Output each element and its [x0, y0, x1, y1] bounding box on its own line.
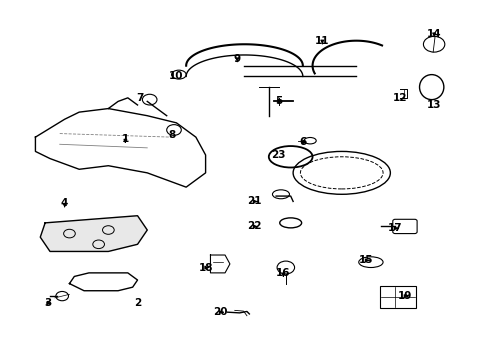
Text: 4: 4 — [61, 198, 68, 208]
Text: 1: 1 — [122, 134, 129, 144]
Text: 21: 21 — [246, 197, 261, 206]
Text: 7: 7 — [136, 93, 143, 103]
Text: 8: 8 — [167, 130, 175, 140]
Text: 13: 13 — [426, 100, 441, 110]
Text: 18: 18 — [198, 262, 212, 273]
Text: 12: 12 — [392, 93, 407, 103]
Text: 14: 14 — [426, 28, 441, 39]
Text: 11: 11 — [314, 36, 329, 46]
Text: 5: 5 — [274, 96, 282, 107]
Polygon shape — [40, 216, 147, 251]
Text: 23: 23 — [271, 150, 285, 160]
Text: 19: 19 — [397, 291, 411, 301]
Text: 9: 9 — [233, 54, 240, 64]
Text: 17: 17 — [387, 223, 402, 233]
Text: 15: 15 — [358, 255, 372, 265]
Text: 10: 10 — [169, 71, 183, 81]
Text: 6: 6 — [299, 138, 306, 148]
Text: 2: 2 — [134, 298, 141, 308]
Text: 22: 22 — [246, 221, 261, 231]
Text: 16: 16 — [276, 268, 290, 278]
Text: 3: 3 — [44, 298, 51, 308]
Text: 20: 20 — [212, 307, 227, 317]
